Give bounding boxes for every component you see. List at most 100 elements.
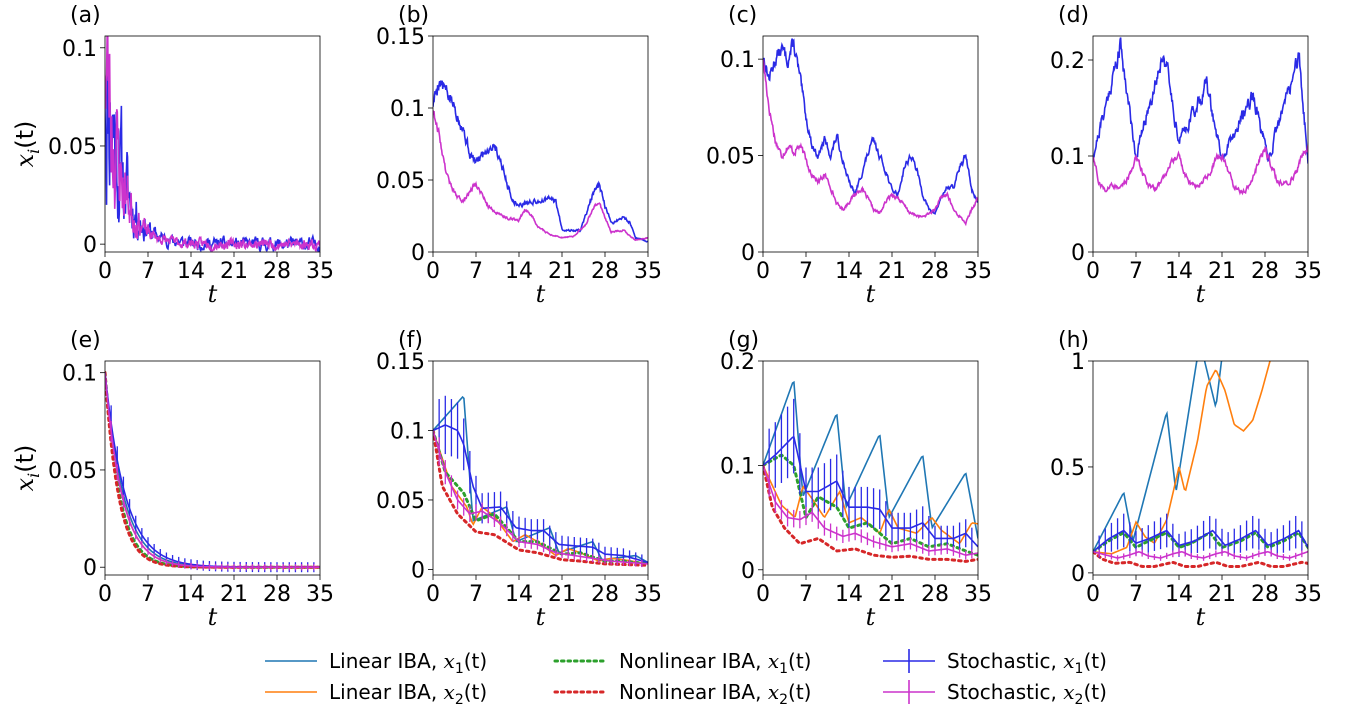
- series-line-stochastic_x1: [433, 80, 648, 243]
- x-tick-label: 14: [177, 582, 205, 607]
- x-tick-label: 7: [141, 259, 155, 284]
- x-tick-label: 0: [1086, 259, 1100, 284]
- x-tick-label: 7: [141, 582, 155, 607]
- axes-frame: [1092, 35, 1309, 253]
- panel-label: (b): [398, 3, 429, 28]
- x-tick-label: 28: [1251, 259, 1279, 284]
- x-tick-label: 0: [98, 582, 112, 607]
- y-tick-label: 0: [83, 556, 97, 581]
- x-tick-label: 0: [426, 582, 440, 607]
- x-tick-label: 0: [426, 259, 440, 284]
- series-line-stochastic_x1: [1093, 37, 1308, 164]
- series-group: [105, 371, 320, 573]
- series-group: [763, 380, 978, 563]
- x-tick-label: 28: [921, 259, 949, 284]
- panel-label: (f): [398, 328, 423, 353]
- x-tick-label: 28: [591, 259, 619, 284]
- panel-label: (h): [1058, 328, 1089, 353]
- legend-item-nonlinear_x1: Nonlinear IBA, x1(t): [553, 649, 811, 677]
- axes-frame: [762, 35, 979, 253]
- y-tick-label: 0.15: [376, 25, 425, 50]
- panel-d: (d) 0 7 14 21 28 35 0 0.1 0.2 t: [1050, 3, 1322, 308]
- legend-label: Nonlinear IBA, x2(t): [619, 680, 811, 708]
- y-tick-label: 0.05: [376, 169, 425, 194]
- series-line-linear_x2: [1093, 361, 1271, 555]
- x-tick-label: 7: [1129, 582, 1143, 607]
- axes-frame: [1092, 360, 1309, 576]
- series-group: [433, 80, 648, 243]
- y-tick-label: 0.1: [390, 97, 425, 122]
- series-line-linear_x1: [763, 380, 978, 539]
- x-tick-label: 35: [964, 259, 992, 284]
- x-tick-label: 14: [505, 259, 533, 284]
- panel-label: (a): [70, 3, 101, 28]
- series-line-nonlinear_x1: [763, 453, 978, 557]
- y-tick-label: 0.1: [390, 419, 425, 444]
- series-line-stochastic_x1: [1093, 529, 1308, 553]
- y-tick-label: 0.2: [720, 350, 755, 375]
- y-tick-label: 1: [1071, 350, 1085, 375]
- axes-frame: [104, 35, 321, 253]
- panel-f: (f) 0 7 14 21 28 35 0 0.05 0.1 0.15 t: [376, 328, 662, 631]
- series-group: [763, 38, 978, 227]
- x-tick-label: 0: [1086, 582, 1100, 607]
- x-tick-label: 35: [964, 582, 992, 607]
- y-tick-label: 0.05: [376, 489, 425, 514]
- legend-item-stochastic_x1: Stochastic, x1(t): [883, 649, 1107, 677]
- axes-frame: [432, 360, 649, 576]
- y-tick-label: 0.15: [376, 350, 425, 375]
- series-group: [105, 36, 320, 252]
- x-tick-label: 21: [220, 259, 248, 284]
- x-tick-label: 21: [878, 259, 906, 284]
- series-line-stochastic_x2: [763, 465, 978, 556]
- panel-b: (b) 0 7 14 21 28 35 0 0.05 0.1 0.15 t: [376, 3, 662, 308]
- x-axis-label: t: [536, 280, 546, 308]
- panel-e: (e) 0 7 14 21 28 35 0 0.05 0.1 t xi(t): [11, 328, 334, 631]
- y-tick-label: 0.1: [720, 454, 755, 479]
- x-tick-label: 28: [1251, 582, 1279, 607]
- series-line-stochastic_x2: [1093, 550, 1308, 559]
- x-tick-label: 21: [1208, 259, 1236, 284]
- y-tick-label: 0.1: [62, 37, 97, 62]
- x-axis-label: t: [208, 603, 218, 631]
- x-tick-label: 0: [756, 582, 770, 607]
- x-tick-label: 0: [756, 259, 770, 284]
- y-tick-label: 0.1: [720, 48, 755, 73]
- x-tick-label: 35: [306, 582, 334, 607]
- series-line-stochastic_x2: [105, 36, 320, 252]
- legend-label: Stochastic, x2(t): [947, 680, 1107, 708]
- x-tick-label: 14: [505, 582, 533, 607]
- y-tick-label: 0.1: [62, 362, 97, 387]
- legend: Linear IBA, x1(t) Linear IBA, x2(t) Nonlin…: [265, 649, 1107, 708]
- series-line-stochastic_x2: [105, 372, 320, 569]
- y-axis-label: xi(t): [11, 121, 43, 168]
- series-line-linear_x1: [433, 395, 648, 564]
- panel-label: (d): [1058, 3, 1089, 28]
- x-tick-label: 14: [1165, 259, 1193, 284]
- series-group: [1093, 361, 1308, 569]
- series-line-stochastic_x1: [105, 36, 320, 252]
- panel-h: (h) 0 7 14 21 28 35 0 0.5 1 t: [1050, 328, 1322, 631]
- x-tick-label: 7: [469, 582, 483, 607]
- x-tick-label: 21: [548, 259, 576, 284]
- x-tick-label: 35: [634, 259, 662, 284]
- panel-c: (c) 0 7 14 21 28 35 0 0.05 0.1 t: [706, 3, 992, 308]
- y-tick-label: 0: [741, 241, 755, 266]
- x-tick-label: 28: [263, 582, 291, 607]
- x-axis-label: t: [536, 603, 546, 631]
- legend-item-nonlinear_x2: Nonlinear IBA, x2(t): [553, 680, 811, 708]
- y-tick-label: 0.05: [706, 145, 755, 170]
- x-tick-label: 7: [799, 582, 813, 607]
- series-line-stochastic_x2: [433, 430, 648, 565]
- series-line-stochastic_x2: [433, 110, 648, 242]
- series-line-linear_x1: [1093, 361, 1223, 553]
- x-axis-label: t: [1196, 280, 1206, 308]
- y-tick-label: 0.1: [1050, 145, 1085, 170]
- series-line-stochastic_x2: [763, 58, 978, 227]
- series-line-stochastic_x2: [1093, 144, 1308, 196]
- x-tick-label: 28: [921, 582, 949, 607]
- axes-frame: [104, 360, 321, 576]
- panel-label: (e): [70, 328, 101, 353]
- x-axis-label: t: [1196, 603, 1206, 631]
